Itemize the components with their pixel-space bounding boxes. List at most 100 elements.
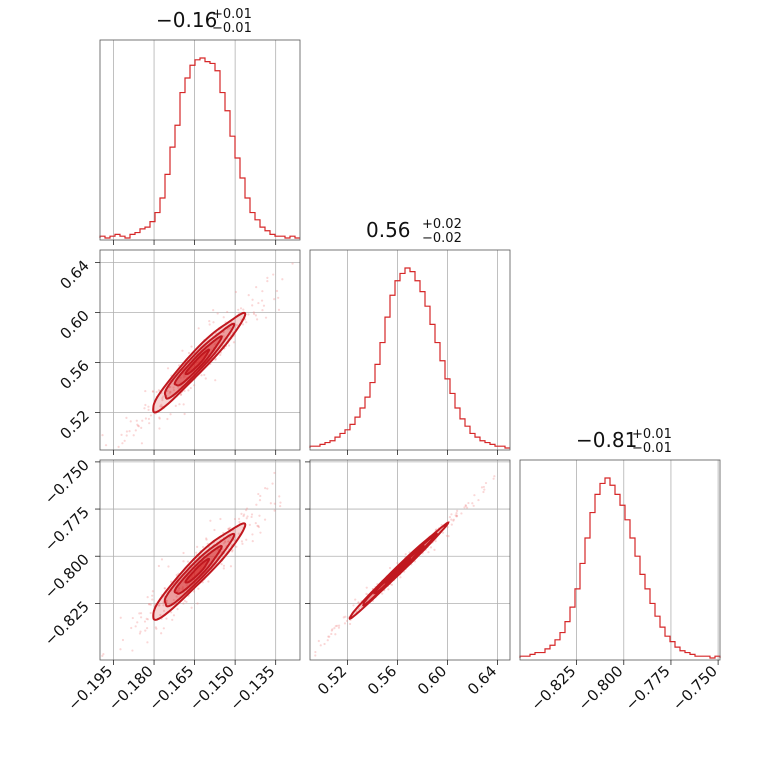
scatter-point bbox=[183, 389, 186, 393]
scatter-point bbox=[179, 376, 182, 379]
scatter-point bbox=[208, 323, 211, 326]
scatter-point bbox=[252, 312, 256, 316]
scatter-point bbox=[273, 298, 276, 301]
y-tick-label-1-2: 0.60 bbox=[56, 307, 92, 343]
scatter-point bbox=[263, 518, 267, 521]
x-tick-label-1-0: 0.52 bbox=[314, 662, 350, 698]
scatter-point bbox=[278, 495, 281, 498]
scatter-point bbox=[399, 576, 402, 579]
scatter-point bbox=[463, 506, 466, 509]
scatter-point bbox=[227, 527, 230, 531]
scatter-point bbox=[123, 439, 126, 442]
scatter-point bbox=[467, 501, 470, 505]
scatter-point bbox=[256, 524, 259, 527]
scatter-point bbox=[145, 617, 148, 620]
scatter-point bbox=[273, 471, 276, 475]
scatter-point bbox=[149, 603, 152, 606]
x-tick-label-0-4: −0.135 bbox=[227, 662, 279, 714]
scatter-point bbox=[181, 587, 184, 590]
scatter-point bbox=[146, 596, 149, 599]
scatter-point bbox=[455, 515, 459, 518]
scatter-point bbox=[212, 321, 215, 324]
x-tick-label-1-3: 0.64 bbox=[464, 662, 500, 698]
scatter-point bbox=[143, 407, 146, 410]
scatter-point bbox=[241, 323, 245, 326]
scatter-point bbox=[319, 644, 322, 647]
scatter-point bbox=[144, 417, 147, 420]
scatter-point bbox=[208, 320, 211, 323]
scatter-point bbox=[245, 507, 249, 510]
scatter-point bbox=[219, 353, 222, 357]
scatter-point bbox=[212, 309, 215, 312]
scatter-point bbox=[187, 389, 190, 392]
scatter-point bbox=[450, 518, 453, 521]
scatter-point bbox=[239, 307, 243, 310]
scatter-point bbox=[254, 314, 258, 317]
contour-line-0-2 bbox=[163, 532, 236, 608]
scatter-point bbox=[193, 384, 196, 387]
scatter-point bbox=[255, 503, 258, 506]
scatter-point bbox=[119, 648, 122, 651]
scatter-point bbox=[177, 386, 180, 389]
contour-line-0-1 bbox=[173, 335, 223, 387]
y-tick-label-2-1: −0.800 bbox=[41, 550, 93, 602]
scatter-point bbox=[162, 609, 166, 612]
scatter-point bbox=[427, 551, 430, 554]
scatter-point bbox=[135, 419, 138, 422]
scatter-point bbox=[334, 625, 337, 628]
scatter-point bbox=[331, 628, 334, 631]
scatter-point bbox=[209, 519, 212, 522]
scatter-point bbox=[333, 627, 336, 630]
param-title-2: −0.81 bbox=[576, 428, 637, 452]
scatter-point bbox=[237, 532, 240, 535]
scatter-point bbox=[381, 592, 384, 595]
scatter-point bbox=[243, 513, 246, 516]
scatter-point bbox=[166, 389, 169, 392]
scatter-point bbox=[452, 519, 455, 522]
scatter-point bbox=[336, 624, 339, 627]
scatter-point bbox=[245, 509, 248, 512]
scatter-point bbox=[131, 649, 134, 652]
scatter-point bbox=[157, 604, 160, 607]
scatter-point bbox=[433, 548, 436, 551]
scatter-point bbox=[104, 444, 108, 447]
scatter-point bbox=[222, 567, 225, 570]
scatter-point bbox=[179, 392, 183, 396]
scatter-point bbox=[178, 364, 181, 367]
x-tick-label-2-3: −0.750 bbox=[669, 662, 721, 714]
scatter-point bbox=[360, 605, 363, 608]
scatter-point bbox=[352, 604, 355, 607]
contour-line-0-2 bbox=[184, 557, 211, 584]
scatter-point bbox=[269, 502, 272, 505]
scatter-point bbox=[448, 516, 452, 519]
scatter-point bbox=[145, 627, 149, 630]
scatter-point bbox=[154, 626, 157, 629]
contour-line-0-2 bbox=[152, 522, 247, 621]
scatter-point bbox=[345, 619, 349, 623]
scatter-point bbox=[273, 502, 276, 505]
scatter-point bbox=[455, 512, 458, 515]
scatter-point bbox=[131, 616, 134, 620]
scatter-point bbox=[337, 626, 341, 629]
scatter-point bbox=[204, 377, 207, 380]
scatter-point bbox=[163, 587, 167, 590]
scatter-point bbox=[240, 540, 244, 543]
scatter-point bbox=[172, 388, 175, 392]
scatter-point bbox=[357, 607, 361, 611]
scatter-point bbox=[157, 389, 160, 392]
scatter-point bbox=[482, 490, 485, 494]
scatter-point bbox=[182, 376, 185, 379]
panel-frame-1-1 bbox=[309, 249, 511, 451]
scatter-point bbox=[214, 358, 217, 361]
scatter-point bbox=[434, 540, 437, 543]
scatter-point bbox=[342, 616, 345, 619]
param-title-minus-0: −0.01 bbox=[212, 21, 252, 36]
scatter-point bbox=[314, 650, 317, 654]
scatter-point bbox=[493, 475, 496, 478]
scatter-point bbox=[258, 514, 261, 517]
scatter-point bbox=[279, 501, 282, 504]
scatter-point bbox=[344, 615, 347, 618]
scatter-point bbox=[182, 560, 185, 563]
scatter-point bbox=[140, 442, 144, 445]
scatter-point bbox=[132, 434, 135, 437]
